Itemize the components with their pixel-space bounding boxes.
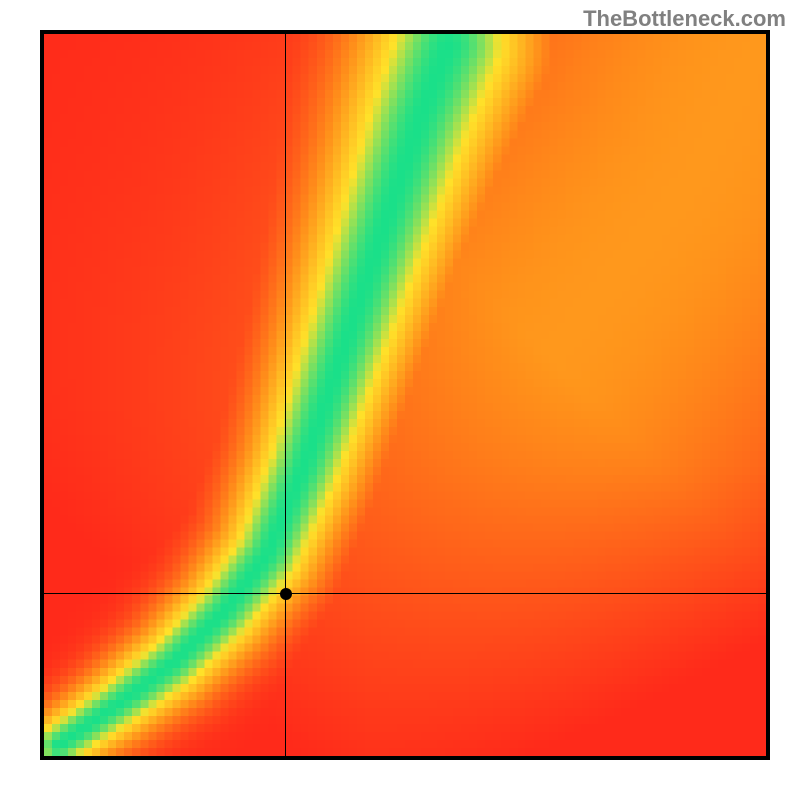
selected-point-marker bbox=[280, 588, 292, 600]
crosshair-vertical bbox=[285, 34, 286, 756]
crosshair-horizontal bbox=[44, 593, 766, 594]
chart-container: TheBottleneck.com bbox=[0, 0, 800, 800]
watermark-text: TheBottleneck.com bbox=[583, 6, 786, 32]
bottleneck-heatmap bbox=[44, 34, 766, 756]
